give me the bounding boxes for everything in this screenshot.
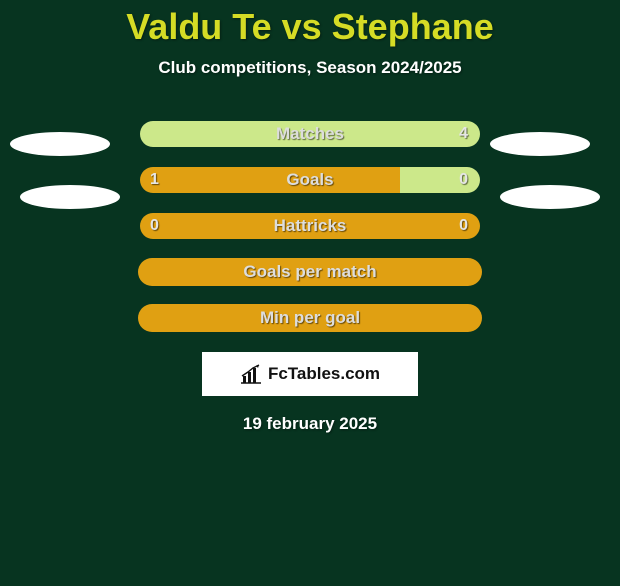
stat-row: Min per goal — [0, 296, 620, 342]
stat-row: Hattricks0 0 — [0, 204, 620, 250]
stat-row: Matches4 — [0, 112, 620, 158]
stat-label: Min per goal — [140, 304, 480, 332]
stat-row: Goals per match — [0, 250, 620, 296]
brand-name: FcTables.com — [268, 364, 380, 384]
bar-chart-icon — [240, 364, 262, 384]
page-title: Valdu Te vs Stephane — [0, 6, 620, 48]
stat-label: Goals per match — [140, 258, 480, 286]
stat-label: Hattricks — [140, 213, 480, 239]
stat-label: Goals — [140, 167, 480, 193]
page-subtitle: Club competitions, Season 2024/2025 — [0, 58, 620, 78]
stat-value-right: 0 — [459, 167, 468, 193]
brand-logo[interactable]: FcTables.com — [202, 352, 418, 396]
stat-value-left: 1 — [150, 167, 159, 193]
stat-label: Matches — [140, 121, 480, 147]
stat-value-left: 0 — [150, 213, 159, 239]
stat-value-right: 4 — [459, 121, 468, 147]
stat-row: Goals1 0 — [0, 158, 620, 204]
stat-value-right: 0 — [459, 213, 468, 239]
footer-date: 19 february 2025 — [0, 414, 620, 434]
stats-table: Matches4Goals10Hattricks00Goals per matc… — [0, 112, 620, 342]
